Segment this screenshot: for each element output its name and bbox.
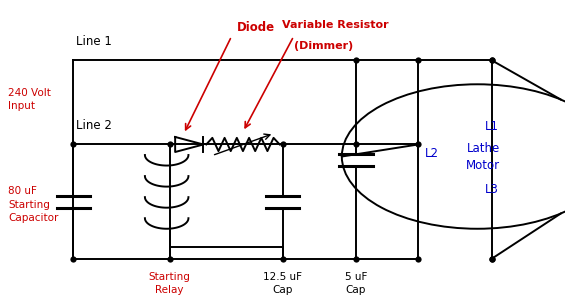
Text: Diode: Diode (237, 20, 275, 34)
Text: Lathe
Motor: Lathe Motor (466, 141, 500, 172)
Text: Line 1: Line 1 (76, 35, 112, 48)
Text: Variable Resistor: Variable Resistor (282, 20, 389, 30)
Text: 12.5 uF
Cap: 12.5 uF Cap (263, 272, 302, 295)
Text: Line 2: Line 2 (76, 119, 112, 132)
Text: 240 Volt
Input: 240 Volt Input (8, 88, 51, 111)
Text: L2: L2 (425, 147, 439, 160)
Text: (Dimmer): (Dimmer) (294, 41, 353, 51)
Text: 80 uF
Starting
Capacitor: 80 uF Starting Capacitor (8, 187, 59, 223)
Text: Starting
Relay: Starting Relay (149, 272, 190, 295)
Text: L3: L3 (485, 183, 498, 196)
Text: 5 uF
Cap: 5 uF Cap (345, 272, 367, 295)
Text: L1: L1 (485, 120, 498, 133)
